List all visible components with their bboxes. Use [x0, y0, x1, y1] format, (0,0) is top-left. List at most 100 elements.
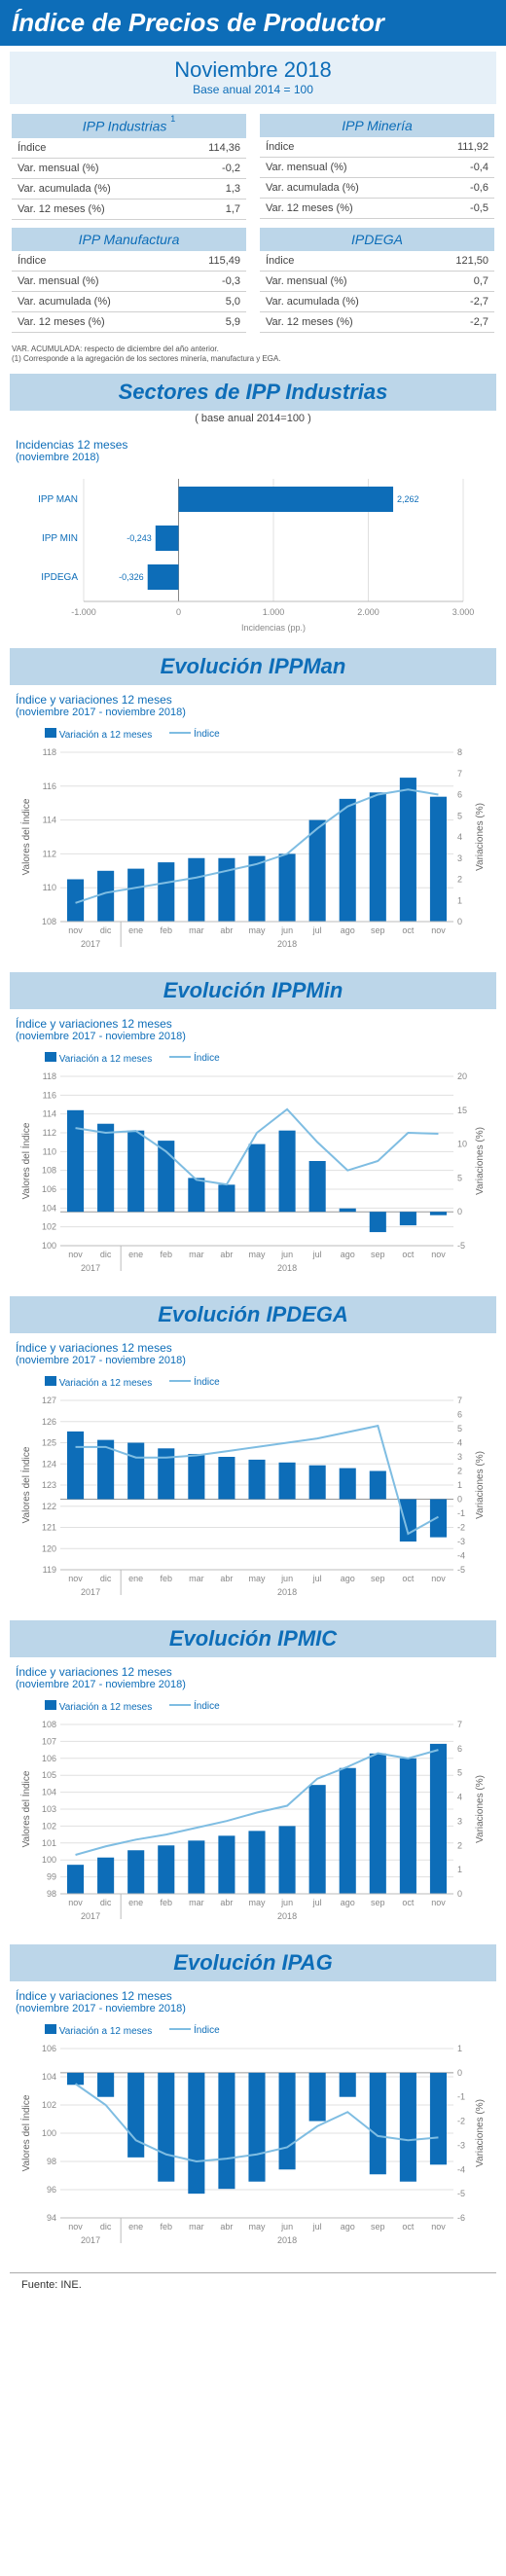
legend-bar: Variación a 12 meses — [45, 728, 152, 741]
svg-text:jun: jun — [280, 1250, 293, 1259]
svg-text:-3: -3 — [457, 1537, 465, 1546]
variation-bar — [67, 2073, 84, 2085]
svg-text:8: 8 — [457, 747, 462, 757]
svg-text:2017: 2017 — [81, 1263, 100, 1273]
main-title: Índice de Precios de Productor — [0, 0, 506, 46]
svg-text:-6: -6 — [457, 2213, 465, 2223]
svg-text:jul: jul — [312, 925, 322, 935]
svg-text:oct: oct — [402, 1574, 415, 1583]
svg-text:6: 6 — [457, 1410, 462, 1420]
svg-text:2017: 2017 — [81, 1587, 100, 1597]
variation-bar — [400, 1500, 416, 1542]
variation-bar — [309, 1786, 326, 1895]
variation-bar — [127, 869, 144, 922]
chart-title: Índice y variaciones 12 meses — [16, 1661, 490, 1679]
svg-text:dic: dic — [100, 2222, 112, 2231]
svg-text:1: 1 — [457, 1480, 462, 1490]
variation-bar — [400, 2073, 416, 2182]
svg-text:Variaciones (%): Variaciones (%) — [475, 804, 486, 872]
infographic-root: Índice de Precios de Productor Noviembre… — [0, 0, 506, 2306]
svg-text:121: 121 — [42, 1523, 56, 1533]
variation-bar — [279, 1463, 296, 1500]
svg-text:ago: ago — [341, 2222, 355, 2231]
svg-text:107: 107 — [42, 1737, 56, 1747]
svg-text:feb: feb — [161, 1250, 173, 1259]
variation-bar — [340, 799, 356, 922]
variation-bar — [127, 1131, 144, 1213]
table-row: Var. acumulada (%)-2,7 — [260, 292, 494, 312]
svg-text:may: may — [248, 1250, 266, 1259]
svg-text:102: 102 — [42, 2100, 56, 2110]
svg-text:feb: feb — [161, 1574, 173, 1583]
svg-text:0: 0 — [457, 917, 462, 926]
svg-text:0: 0 — [457, 1208, 462, 1217]
svg-text:Valores del Índice: Valores del Índice — [19, 799, 32, 876]
svg-text:3.000: 3.000 — [452, 607, 475, 617]
svg-text:mar: mar — [189, 1574, 204, 1583]
svg-text:Variaciones (%): Variaciones (%) — [475, 1128, 486, 1196]
svg-text:ago: ago — [341, 1250, 355, 1259]
svg-text:112: 112 — [43, 1128, 56, 1138]
svg-text:Valores del Índice: Valores del Índice — [19, 2095, 32, 2172]
svg-text:sep: sep — [371, 925, 385, 935]
svg-text:106: 106 — [42, 2044, 56, 2053]
svg-text:-2: -2 — [457, 1523, 465, 1533]
variation-bar — [340, 1469, 356, 1500]
svg-text:126: 126 — [42, 1417, 56, 1427]
variation-bar — [309, 820, 326, 922]
svg-text:nov: nov — [431, 1574, 446, 1583]
svg-text:may: may — [248, 1898, 266, 1907]
svg-text:oct: oct — [402, 925, 415, 935]
combo-chart: 100102104106108110112114116118-505101520… — [16, 1069, 490, 1283]
svg-text:118: 118 — [43, 747, 56, 757]
chart-title: Índice y variaciones 12 meses — [16, 1013, 490, 1031]
variation-bar — [430, 2073, 447, 2164]
variation-bar — [188, 2073, 204, 2194]
summary-table: IPP Industrias 1Índice114,36Var. mensual… — [12, 114, 246, 220]
table-row: Var. acumulada (%)1,3 — [12, 179, 246, 200]
svg-text:ago: ago — [341, 1574, 355, 1583]
svg-text:-3: -3 — [457, 2141, 465, 2151]
chart-sub: (noviembre 2017 - noviembre 2018) — [16, 2003, 490, 2020]
svg-text:sep: sep — [371, 1898, 385, 1907]
svg-text:2: 2 — [457, 875, 462, 885]
svg-text:104: 104 — [42, 1204, 56, 1214]
variation-bar — [188, 1179, 204, 1213]
section-bar: Evolución IPAG — [10, 1944, 496, 1981]
svg-text:Incidencias (pp.): Incidencias (pp.) — [241, 623, 306, 633]
svg-text:ene: ene — [128, 2222, 143, 2231]
summary-table: IPDEGA Índice121,50Var. mensual (%)0,7Va… — [260, 228, 494, 333]
svg-text:-5: -5 — [457, 1565, 465, 1575]
chart-box: Índice y variaciones 12 meses (noviembre… — [0, 1981, 506, 2263]
svg-text:oct: oct — [402, 1898, 415, 1907]
variation-bar — [370, 1754, 386, 1894]
chart-legend: Variación a 12 meses Índice — [16, 1372, 490, 1393]
svg-text:mar: mar — [189, 925, 204, 935]
svg-text:7: 7 — [457, 1396, 462, 1405]
svg-text:116: 116 — [43, 1091, 56, 1101]
sectores-chart-sub: (noviembre 2018) — [16, 452, 490, 469]
table-row: Índice121,50 — [260, 251, 494, 272]
variation-bar — [97, 871, 114, 922]
svg-text:2: 2 — [457, 1467, 462, 1476]
svg-text:abr: abr — [220, 1250, 233, 1259]
svg-text:nov: nov — [431, 925, 446, 935]
svg-text:124: 124 — [42, 1460, 56, 1469]
legend-bar: Variación a 12 meses — [45, 1376, 152, 1389]
table-row: Var. mensual (%)-0,3 — [12, 272, 246, 292]
svg-text:mar: mar — [189, 1898, 204, 1907]
svg-text:5: 5 — [457, 1424, 462, 1433]
svg-text:sep: sep — [371, 1250, 385, 1259]
summary-tables: IPP Industrias 1Índice114,36Var. mensual… — [0, 114, 506, 339]
svg-text:6: 6 — [457, 1744, 462, 1754]
svg-text:nov: nov — [68, 2222, 83, 2231]
svg-text:jun: jun — [280, 925, 293, 935]
svg-text:0: 0 — [176, 607, 181, 617]
sectores-chart-box: Incidencias 12 meses (noviembre 2018) -1… — [0, 430, 506, 642]
svg-text:0: 0 — [457, 2068, 462, 2078]
svg-text:-5: -5 — [457, 2190, 465, 2199]
svg-text:1: 1 — [457, 2044, 462, 2053]
variation-bar — [67, 1866, 84, 1895]
legend-line: Índice — [169, 1701, 219, 1712]
svg-text:Variaciones (%): Variaciones (%) — [475, 2100, 486, 2168]
